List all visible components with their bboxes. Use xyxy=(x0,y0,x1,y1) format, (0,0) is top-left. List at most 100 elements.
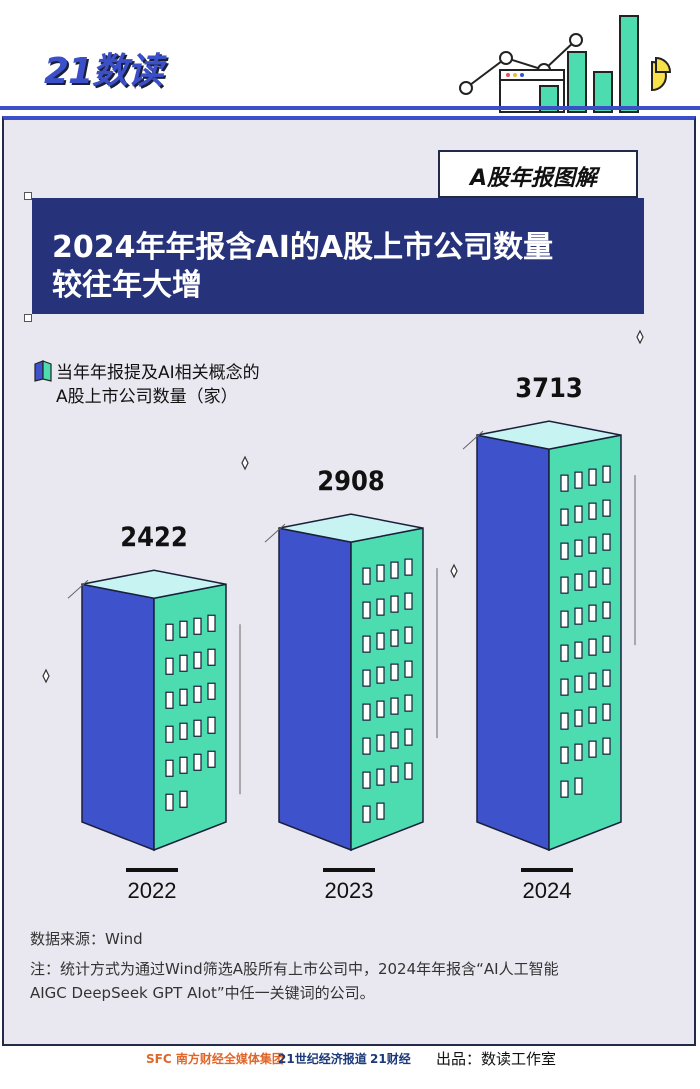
building-window xyxy=(404,558,413,576)
building-window xyxy=(193,719,202,737)
building-window xyxy=(362,703,371,721)
building-window xyxy=(207,614,216,632)
building-window xyxy=(207,716,216,734)
building-window xyxy=(574,471,583,489)
building-window xyxy=(404,762,413,780)
x-tick-bar xyxy=(521,868,573,872)
building-window xyxy=(404,728,413,746)
sparkle-icon xyxy=(241,455,249,471)
building-window xyxy=(165,725,174,743)
building-window xyxy=(574,505,583,523)
building-window xyxy=(165,759,174,777)
building-window xyxy=(179,688,188,706)
building-window xyxy=(574,675,583,693)
building-window xyxy=(602,567,611,585)
credit-text: 出品：数读工作室 xyxy=(436,1050,557,1068)
sfc-logo: SFC 南方财经全媒体集团 xyxy=(146,1052,284,1066)
building-window xyxy=(376,768,385,786)
legend-building-icon xyxy=(34,360,52,382)
value-label-2023: 2908 xyxy=(317,466,385,498)
x-tick-label-2023: 2023 xyxy=(324,878,374,903)
building-window xyxy=(588,638,597,656)
tag-label: A股年报图解 xyxy=(470,166,598,191)
tag-box xyxy=(438,150,638,198)
building-window xyxy=(165,793,174,811)
building-window xyxy=(390,663,399,681)
building-window xyxy=(362,737,371,755)
legend-label-line1: 当年年报提及AI相关概念的 xyxy=(56,363,260,383)
building-window xyxy=(602,499,611,517)
building-window xyxy=(602,669,611,687)
building-window xyxy=(207,682,216,700)
building-window xyxy=(165,623,174,641)
building-window xyxy=(390,595,399,613)
building-window xyxy=(404,660,413,678)
building-window xyxy=(193,753,202,771)
data-source: 数据来源：Wind xyxy=(30,930,143,948)
building-window xyxy=(588,502,597,520)
building-window xyxy=(376,598,385,616)
building-window xyxy=(390,765,399,783)
building-window xyxy=(404,592,413,610)
x-tick-label-2024: 2024 xyxy=(522,878,572,903)
building-window xyxy=(362,635,371,653)
building-window xyxy=(588,672,597,690)
x-tick-label-2022: 2022 xyxy=(127,878,177,903)
building-window xyxy=(390,731,399,749)
corner-marker xyxy=(24,314,32,322)
bar-front-2024 xyxy=(476,434,550,852)
building-window xyxy=(376,632,385,650)
building-window xyxy=(390,561,399,579)
building-window xyxy=(207,648,216,666)
building-window xyxy=(560,542,569,560)
header-decoration-chart-icon xyxy=(0,15,700,113)
brand-logo: 21数读 xyxy=(44,51,163,92)
legend-label-line2: A股上市公司数量（家） xyxy=(56,387,238,407)
building-window xyxy=(602,635,611,653)
building-window xyxy=(588,570,597,588)
building-window xyxy=(574,709,583,727)
building-window xyxy=(376,734,385,752)
building-window xyxy=(574,573,583,591)
building-window xyxy=(193,685,202,703)
building-window xyxy=(193,617,202,635)
sparkle-icon xyxy=(450,563,458,579)
building-window xyxy=(560,712,569,730)
building-window xyxy=(207,750,216,768)
building-window xyxy=(574,777,583,795)
shade-line xyxy=(462,430,484,450)
building-window xyxy=(574,607,583,625)
bar-front-2023 xyxy=(278,527,352,852)
21caijing-logo: 21财经 xyxy=(370,1052,411,1066)
building-window xyxy=(179,722,188,740)
shade-line xyxy=(67,579,89,599)
corner-marker xyxy=(24,192,32,200)
page-title-line1: 2024年年报含AI的A股上市公司数量 xyxy=(52,230,554,265)
building-window xyxy=(179,790,188,808)
building-window xyxy=(560,576,569,594)
value-label-2024: 3713 xyxy=(515,373,583,405)
building-window xyxy=(362,771,371,789)
building-window xyxy=(560,678,569,696)
building-window xyxy=(602,601,611,619)
x-tick-bar xyxy=(126,868,178,872)
bar-top-2023 xyxy=(278,513,424,543)
building-window xyxy=(560,610,569,628)
footnote-line1: 注：统计方式为通过Wind筛选A股所有上市公司中，2024年年报含“AI人工智能 xyxy=(30,960,559,978)
building-window xyxy=(376,700,385,718)
building-window xyxy=(179,620,188,638)
building-window xyxy=(390,697,399,715)
building-window xyxy=(574,539,583,557)
building-window xyxy=(404,626,413,644)
building-window xyxy=(362,567,371,585)
building-window xyxy=(560,508,569,526)
building-window xyxy=(560,474,569,492)
building-window xyxy=(602,737,611,755)
building-window xyxy=(602,533,611,551)
building-window xyxy=(376,666,385,684)
building-window xyxy=(560,780,569,798)
building-window xyxy=(560,644,569,662)
building-window xyxy=(574,641,583,659)
building-window xyxy=(602,465,611,483)
